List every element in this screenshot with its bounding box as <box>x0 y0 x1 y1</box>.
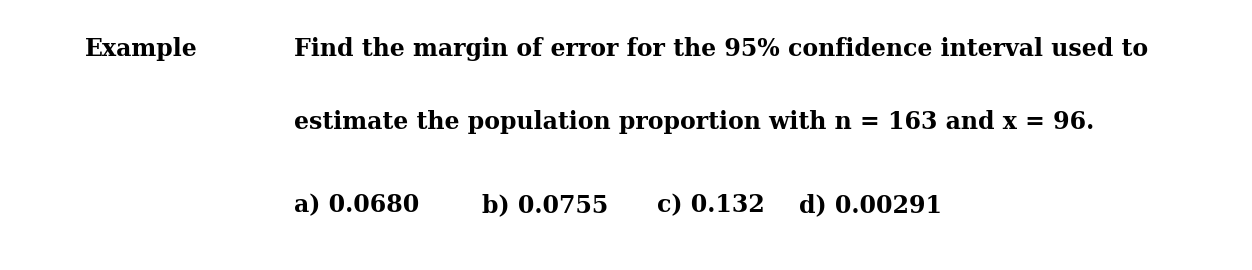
Text: c) 0.132: c) 0.132 <box>657 193 765 217</box>
Text: Example: Example <box>85 37 198 60</box>
Text: estimate the population proportion with n = 163 and x = 96.: estimate the population proportion with … <box>294 110 1094 133</box>
Text: Find the margin of error for the 95% confidence interval used to: Find the margin of error for the 95% con… <box>294 37 1148 60</box>
Text: d) 0.00291: d) 0.00291 <box>799 193 942 217</box>
Text: a) 0.0680: a) 0.0680 <box>294 193 419 217</box>
Text: b) 0.0755: b) 0.0755 <box>482 193 608 217</box>
